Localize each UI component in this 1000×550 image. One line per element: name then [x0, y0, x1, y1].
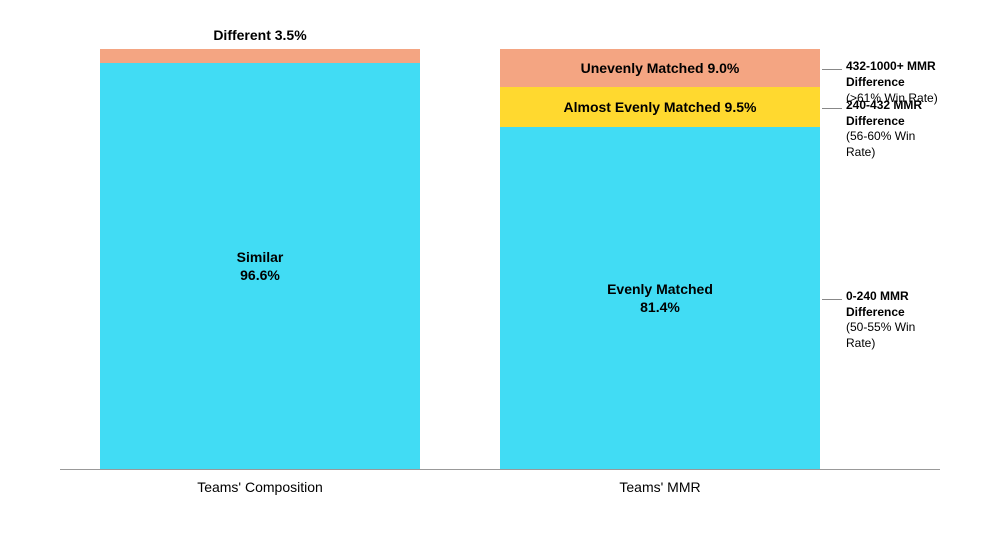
segment-label: Unevenly Matched 9.0%	[581, 59, 740, 77]
annotation-leader	[822, 108, 842, 109]
segment-label: 81.4%	[640, 298, 680, 316]
segment-label: Evenly Matched	[607, 280, 713, 298]
annotation: 0-240 MMR Difference(50-55% Win Rate)	[846, 289, 940, 351]
annotation-sub: (>61% Win Rate)	[846, 91, 940, 107]
annotation-title: 432-1000+ MMR Difference	[846, 59, 940, 90]
segment	[100, 49, 420, 64]
annotation-leader	[822, 299, 842, 300]
segment-label: Similar	[237, 248, 284, 266]
x-axis-label: Teams' MMR	[500, 479, 820, 495]
x-axis-label: Teams' Composition	[100, 479, 420, 495]
chart-area: Similar96.6% Different 3.5% Teams' Composi…	[60, 20, 940, 500]
annotation-sub: (56-60% Win Rate)	[846, 129, 940, 160]
annotation: 432-1000+ MMR Difference(>61% Win Rate)	[846, 59, 940, 106]
segment: Evenly Matched81.4%	[500, 127, 820, 469]
x-axis-baseline	[60, 469, 940, 470]
segment: Unevenly Matched 9.0%	[500, 49, 820, 87]
bar-top-label: Different 3.5%	[100, 27, 420, 43]
annotation-leader	[822, 69, 842, 70]
segment-label: Almost Evenly Matched 9.5%	[564, 98, 757, 116]
annotation: 240-432 MMR Difference(56-60% Win Rate)	[846, 98, 940, 160]
segment-label: 96.6%	[240, 266, 280, 284]
annotation-sub: (50-55% Win Rate)	[846, 320, 940, 351]
segment: Almost Evenly Matched 9.5%	[500, 87, 820, 127]
annotation-title: 0-240 MMR Difference	[846, 289, 940, 320]
segment: Similar96.6%	[100, 63, 420, 469]
